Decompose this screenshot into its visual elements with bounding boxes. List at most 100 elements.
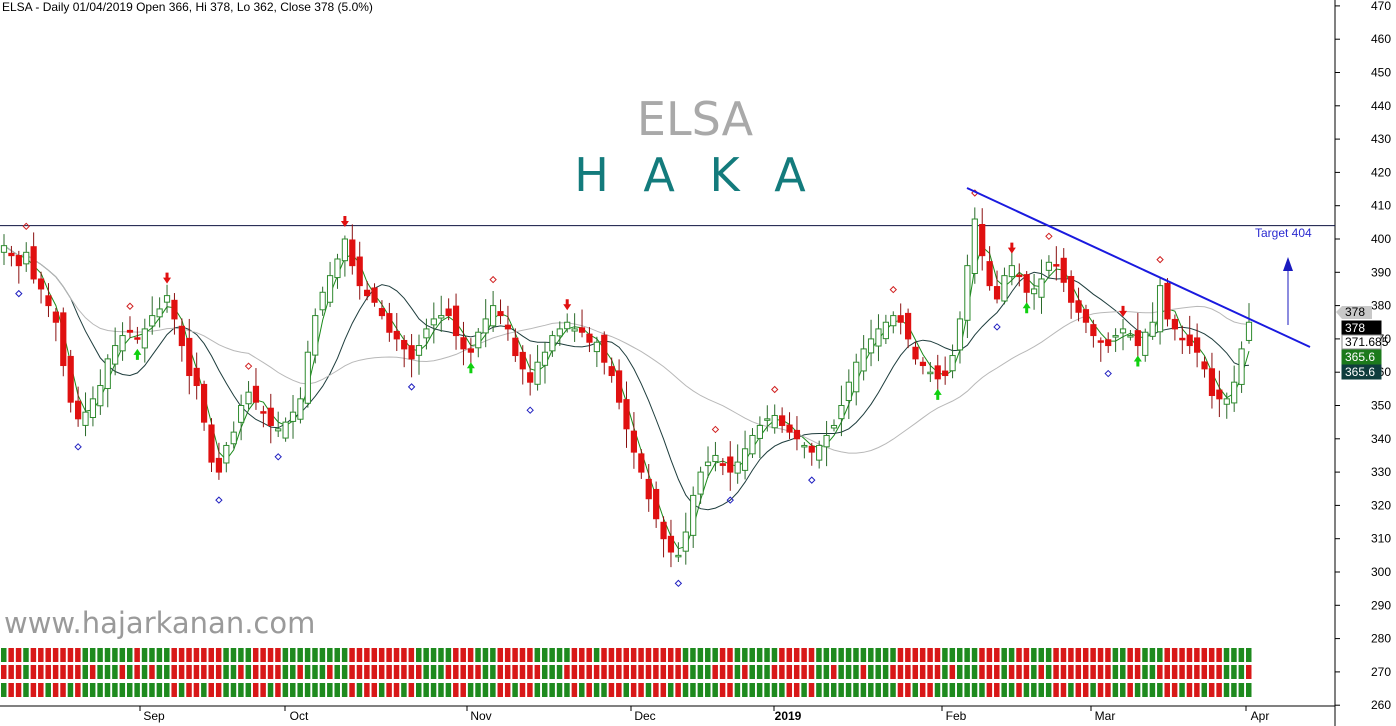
indicator-cell [393,665,400,679]
indicator-cell [1223,683,1230,697]
indicator-cell [134,648,140,662]
price-tag: 378 [1341,320,1382,336]
indicator-cell [971,683,978,697]
indicator-cell [556,665,563,679]
indicator-cell [897,683,904,697]
indicator-cell [801,683,807,697]
indicator-cell [890,665,896,679]
indicator-cell [682,665,689,679]
candle-body [630,430,638,453]
candle-body [875,328,882,347]
indicator-cell [512,665,518,679]
indicator-cell [831,665,837,679]
indicator-cell [119,665,126,679]
indicator-cell [126,648,133,662]
indicator-cell [393,683,400,697]
indicator-cell [994,665,1000,679]
candle-body [393,330,400,340]
x-tick-label: Oct [290,709,309,723]
candle-body [727,456,734,473]
indicator-cell [260,665,266,679]
indicator-cell [1016,683,1022,697]
candle-body [30,246,37,280]
indicator-cell [393,648,400,662]
target-label: Target 404 [1255,226,1312,240]
indicator-cell [1201,683,1208,697]
indicator-cell [430,665,437,679]
indicator-cell [749,665,755,679]
y-tick-label: 320 [1371,498,1391,512]
indicator-cell [712,665,718,679]
indicator-cell [423,648,429,662]
indicator-cell [364,683,370,697]
candle-body [786,424,793,433]
candle-body [993,286,1001,300]
indicator-cell [297,648,303,662]
candle-body [200,383,208,423]
indicator-cell [734,648,741,662]
indicator-cell [645,683,652,697]
indicator-cell [356,665,363,679]
indicator-cell [38,683,44,697]
indicator-cell [275,683,281,697]
candle-body [749,434,756,455]
indicator-cell [1053,665,1059,679]
indicator-cell [334,665,340,679]
candle-body [690,494,697,536]
indicator-cell [1157,683,1163,697]
candle-body [712,454,719,463]
candle-body [942,370,949,377]
indicator-cell [556,683,563,697]
indicator-cell [912,683,919,697]
x-tick-label: Mar [1095,709,1116,723]
candle-body [927,371,934,375]
trough-diamond-icon [274,453,282,461]
candle-body [1097,340,1104,343]
indicator-cell [727,648,733,662]
indicator-cell [1194,683,1200,697]
indicator-cell [823,648,830,662]
indicator-cell [38,665,44,679]
candle-body [1090,324,1097,337]
indicator-cell [97,665,103,679]
y-tick-label: 390 [1371,265,1391,279]
indicator-cell [52,665,59,679]
indicator-cell [215,665,222,679]
indicator-cell [312,648,318,662]
indicator-cell [245,648,252,662]
indicator-cell [1149,648,1156,662]
indicator-cell [82,665,89,679]
indicator-cell [1208,665,1215,679]
candle-body [1023,274,1030,293]
indicator-cell [586,665,592,679]
candle-body [1068,275,1075,303]
indicator-cell [1208,683,1215,697]
indicator-cell [208,683,214,697]
indicator-cell [378,648,385,662]
indicator-cell [934,683,941,697]
indicator-cell [853,648,859,662]
candle-body [408,345,415,360]
indicator-cell [1157,665,1163,679]
candle-body [15,255,22,267]
candle-body [1045,261,1053,271]
indicator-cell [534,665,541,679]
indicator-cell [1134,665,1141,679]
candle-body [112,345,119,365]
moving-average-line [3,245,1250,454]
y-tick-label: 350 [1371,399,1391,413]
indicator-cell [638,648,644,662]
y-tick-label: 460 [1371,32,1391,46]
indicator-cell [438,665,444,679]
indicator-cell [1112,683,1119,697]
candle-body [467,348,474,353]
indicator-cell [504,648,511,662]
indicator-cell [653,648,659,662]
indicator-cell [482,648,489,662]
candle-body [1142,331,1149,356]
indicator-cell [408,683,415,697]
indicator-cell [327,665,333,679]
candle-body [853,361,860,393]
indicator-cell [719,683,726,697]
indicator-cell [156,683,163,697]
